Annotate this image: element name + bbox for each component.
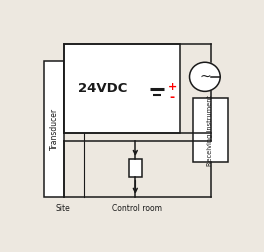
Text: ~: ~ bbox=[199, 70, 211, 84]
Bar bbox=[44, 61, 64, 197]
Text: Control room: Control room bbox=[112, 204, 162, 213]
Text: +: + bbox=[167, 82, 177, 92]
Text: -: - bbox=[169, 91, 175, 104]
Circle shape bbox=[190, 62, 220, 91]
Text: Receiving instrument: Receiving instrument bbox=[208, 94, 214, 166]
Bar bbox=[129, 159, 142, 177]
Bar bbox=[193, 98, 228, 162]
Text: Transducer: Transducer bbox=[49, 108, 58, 150]
Bar bbox=[64, 44, 180, 133]
Text: 24VDC: 24VDC bbox=[78, 82, 127, 95]
Text: Site: Site bbox=[55, 204, 70, 213]
